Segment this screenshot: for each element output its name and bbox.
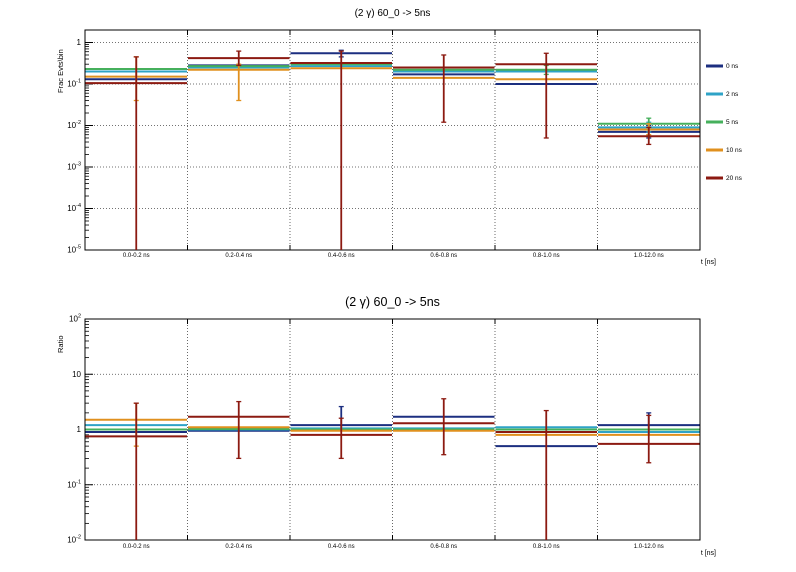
y-tick-label: 10-3 bbox=[67, 161, 81, 171]
x-axis-title: t [ns] bbox=[701, 259, 716, 266]
legend-label: 0 ns bbox=[726, 63, 739, 70]
x-bin-label: 0.8-1.0 ns bbox=[533, 253, 560, 259]
x-bin-label: 0.0-0.2 ns bbox=[123, 544, 150, 550]
y-tick-label: 102 bbox=[69, 314, 81, 324]
ratio-chart: 10-2 10-1 1 10 102 0.0-0.2 ns 0.2-0.4 ns 0.4-0.… bbox=[56, 295, 716, 557]
x-bin-label: 0.0-0.2 ns bbox=[123, 253, 150, 259]
x-bin-label: 0.6-0.8 ns bbox=[430, 253, 457, 259]
chart-title: (2 γ) 60_0 -> 5ns bbox=[355, 8, 431, 19]
y-tick-label: 10-5 bbox=[67, 245, 81, 255]
x-bin-label: 0.8-1.0 ns bbox=[533, 544, 560, 550]
x-bin-label: 0.6-0.8 ns bbox=[430, 544, 457, 550]
y-tick-label: 10-1 bbox=[67, 78, 81, 88]
y-tick-label: 10-1 bbox=[67, 479, 81, 489]
x-bin-label: 1.0-12.0 ns bbox=[634, 544, 664, 550]
x-bin-label: 0.2-0.4 ns bbox=[225, 253, 252, 259]
x-bin-label: 0.2-0.4 ns bbox=[225, 544, 252, 550]
legend-label: 5 ns bbox=[726, 119, 739, 126]
y-tick-label: 1 bbox=[77, 38, 82, 47]
legend-label: 2 ns bbox=[726, 91, 739, 98]
x-bin-label: 1.0-12.0 ns bbox=[634, 253, 664, 259]
chart-title: (2 γ) 60_0 -> 5ns bbox=[345, 295, 440, 309]
x-bin-label: 0.4-0.6 ns bbox=[328, 253, 355, 259]
y-tick-label: 10-4 bbox=[67, 203, 81, 213]
y-axis-title: Frac Evts\bin bbox=[56, 49, 65, 93]
x-bin-label: 0.4-0.6 ns bbox=[328, 544, 355, 550]
y-tick-label: 10-2 bbox=[67, 535, 81, 545]
legend-label: 20 ns bbox=[726, 175, 743, 182]
frac-per-bin-chart: 10-5 10-4 10-3 10-2 10-1 1 0.0-0.2 ns 0.2-0.4 n… bbox=[56, 8, 743, 266]
y-tick-label: 10-2 bbox=[67, 120, 81, 130]
x-axis-title: t [ns] bbox=[701, 550, 716, 557]
legend-label: 10 ns bbox=[726, 147, 743, 154]
y-tick-label: 1 bbox=[77, 425, 82, 434]
y-axis-title: Ratio bbox=[56, 335, 65, 353]
y-tick-label: 10 bbox=[72, 370, 81, 379]
